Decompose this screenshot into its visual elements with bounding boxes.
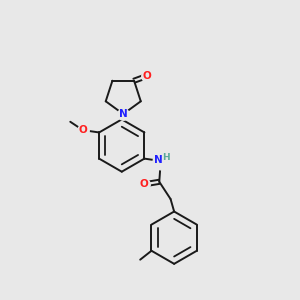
Text: N: N xyxy=(119,109,128,119)
Text: O: O xyxy=(140,179,148,189)
Text: O: O xyxy=(78,125,87,135)
Text: N: N xyxy=(154,155,163,165)
Text: O: O xyxy=(142,71,151,81)
Text: H: H xyxy=(162,153,170,162)
